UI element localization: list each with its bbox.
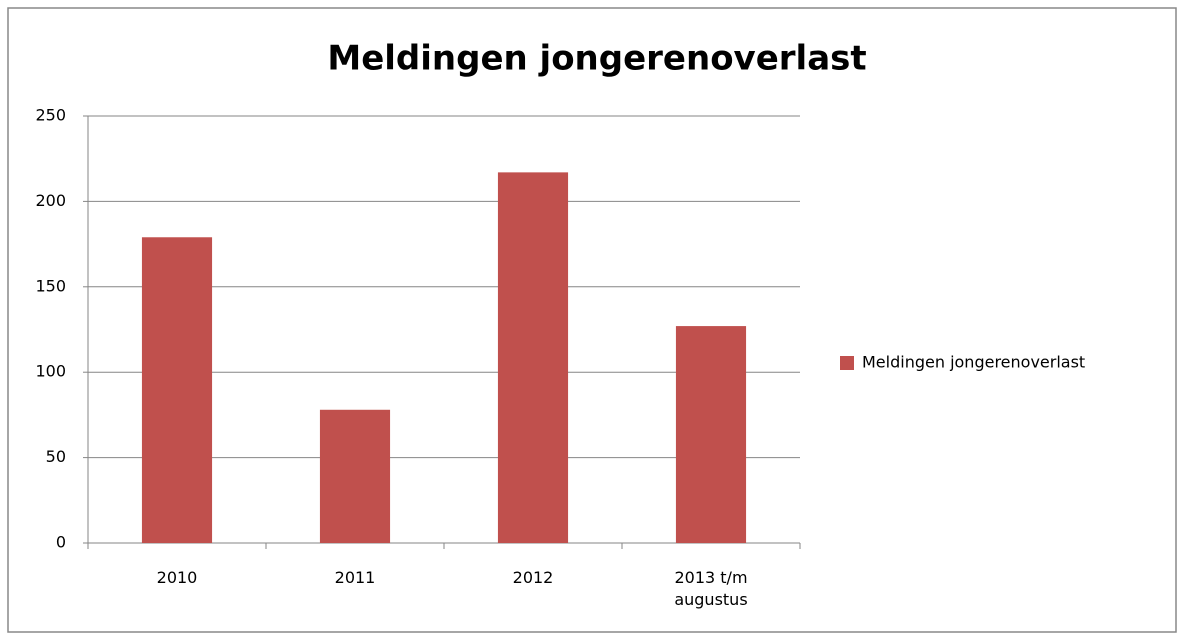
- y-tick-label: 200: [35, 191, 66, 210]
- legend-swatch: [840, 356, 854, 370]
- x-tick-label: 2010: [156, 568, 198, 587]
- y-tick-label: 250: [35, 106, 66, 125]
- chart-title: Meldingen jongerenoverlast: [327, 39, 866, 79]
- bar: [319, 409, 391, 543]
- y-tick-label: 50: [46, 447, 66, 466]
- bar: [675, 326, 747, 543]
- y-tick-label: 150: [35, 276, 66, 295]
- x-tick-label: 2011: [334, 568, 376, 587]
- y-tick-label: 0: [56, 533, 66, 552]
- x-tick-label: 2013 t/m augustus: [674, 568, 748, 609]
- x-tick-label: 2012: [512, 568, 554, 587]
- bar: [497, 172, 569, 543]
- bar: [141, 237, 213, 543]
- legend-label: Meldingen jongerenoverlast: [862, 353, 1085, 372]
- y-tick-label: 100: [35, 362, 66, 381]
